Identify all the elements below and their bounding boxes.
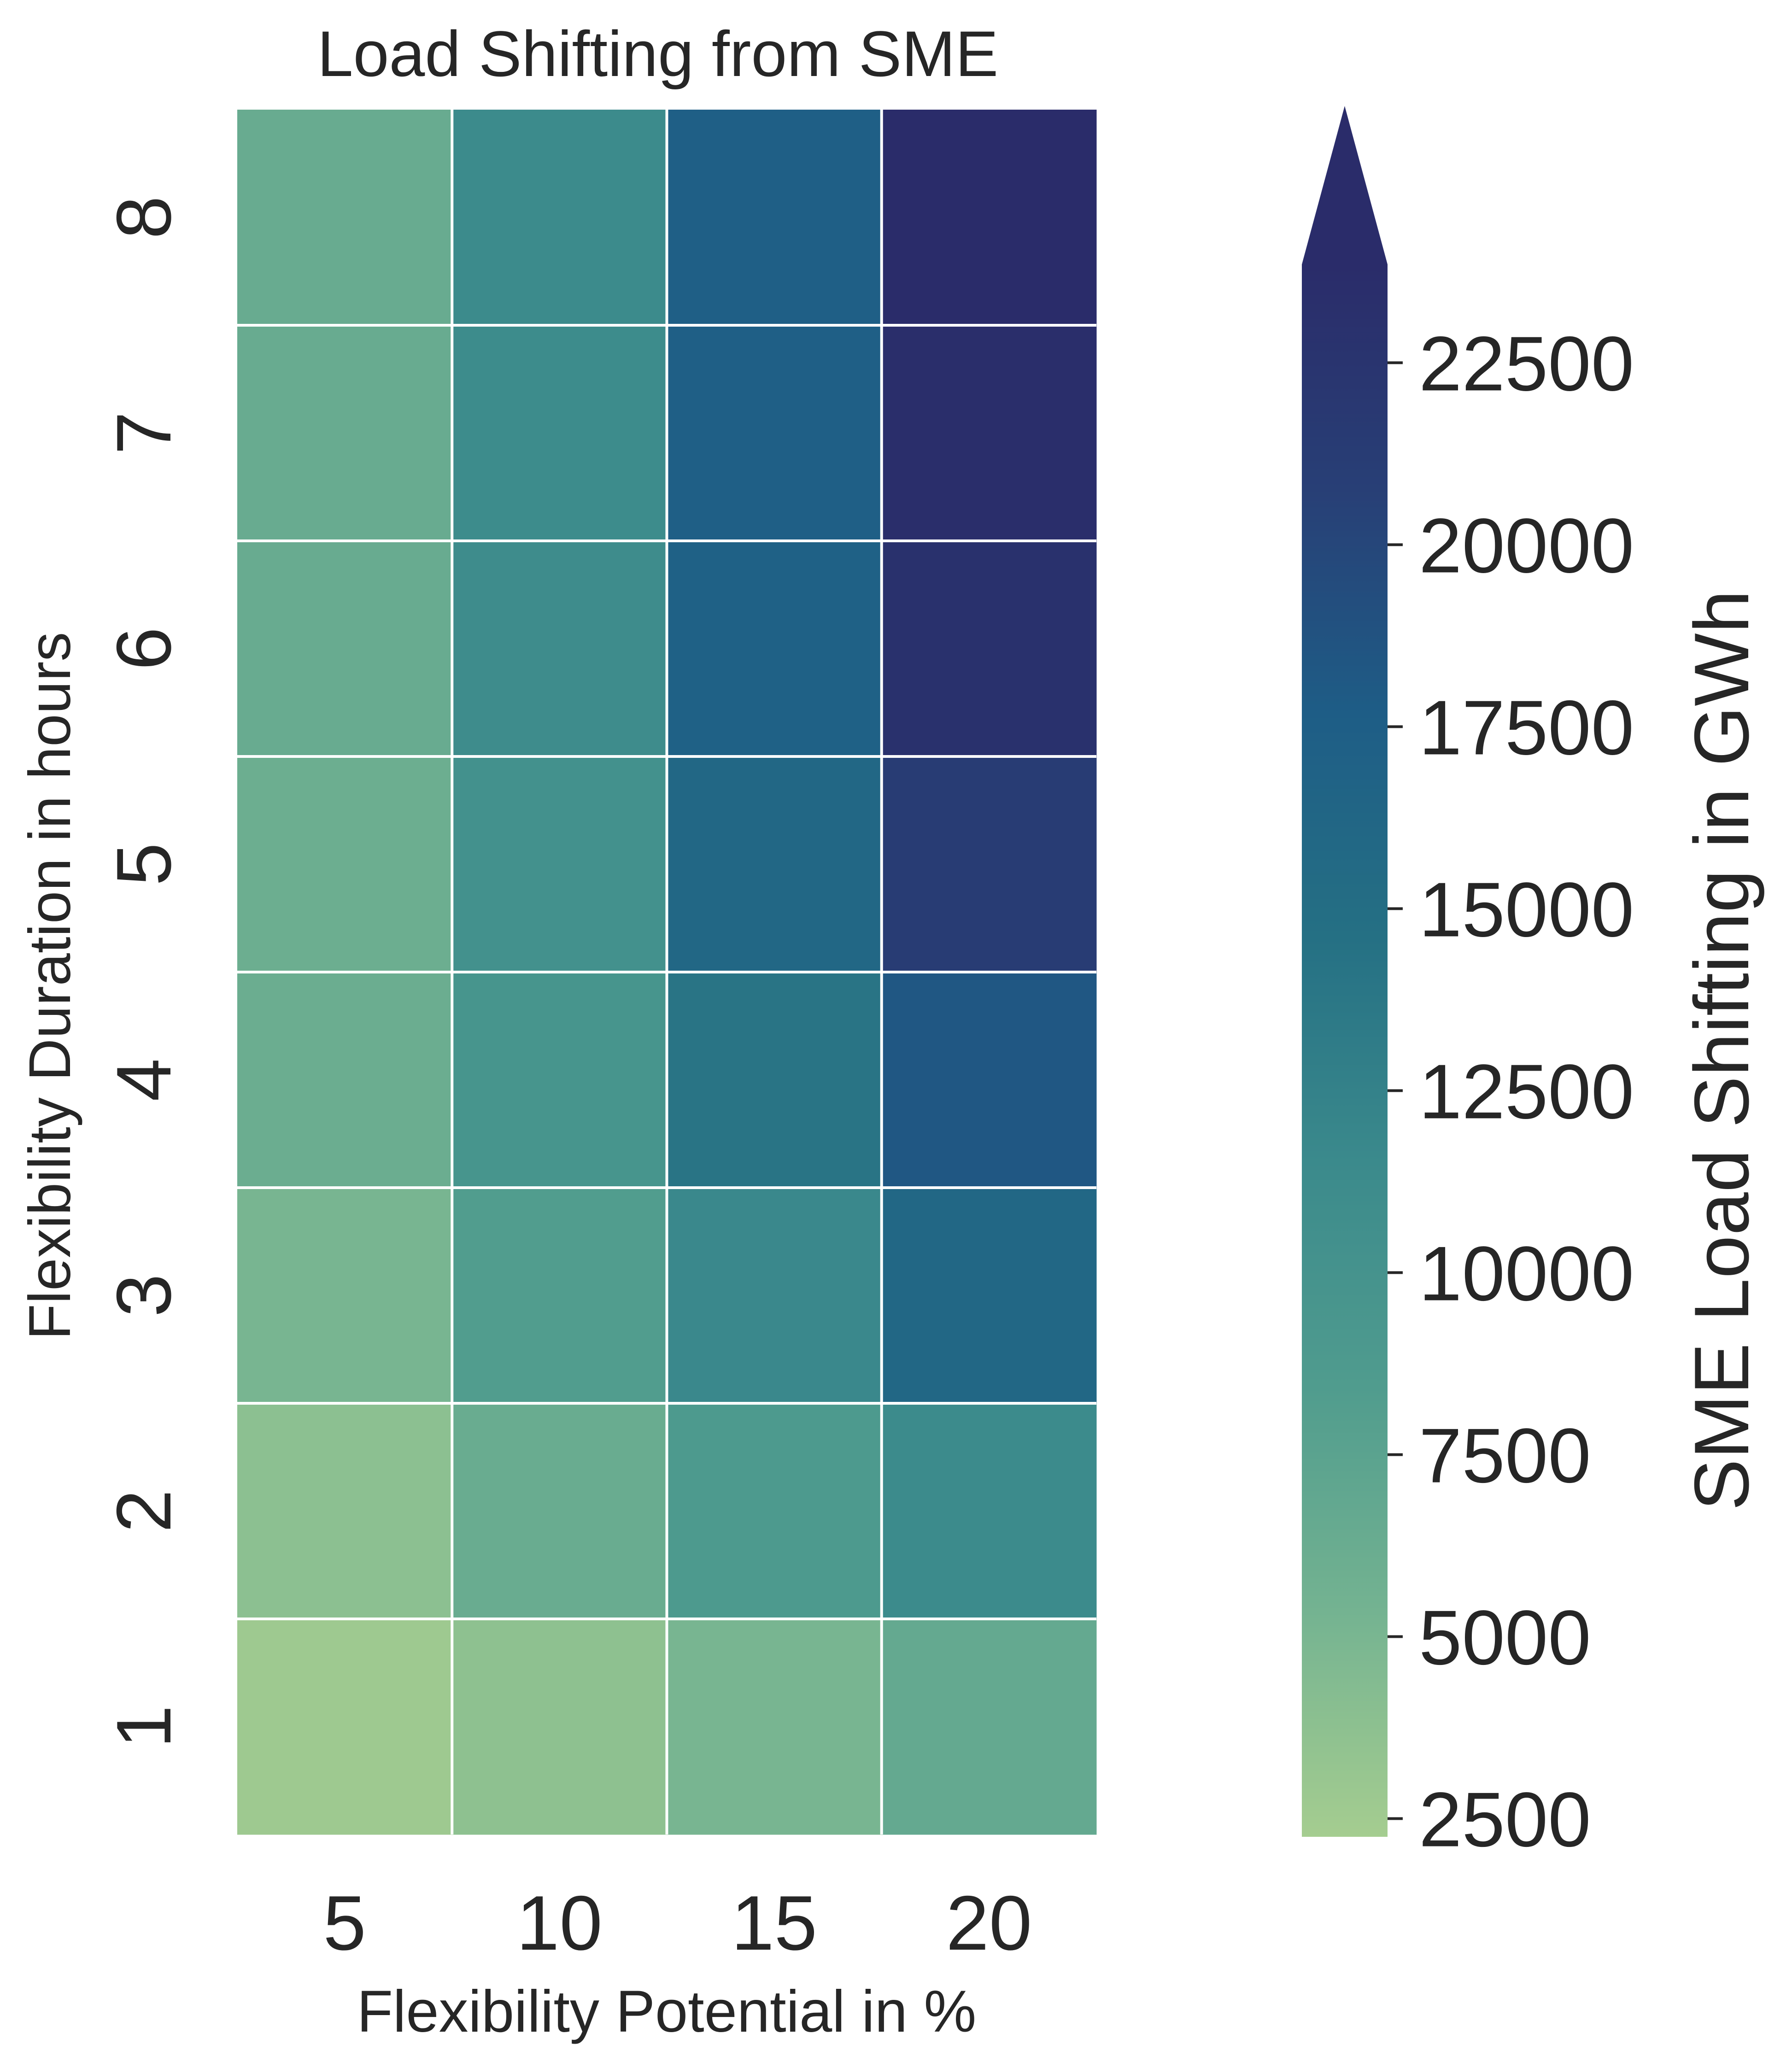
heatmap-cell [667, 541, 882, 757]
x-tick-label: 5 [323, 1880, 366, 1966]
heatmap-cell [452, 325, 667, 541]
heatmap-cell [881, 1188, 1097, 1404]
colorbar-tick-label: 7500 [1419, 1412, 1591, 1499]
heatmap-cell [452, 1619, 667, 1835]
heatmap-cell [667, 756, 882, 973]
x-tick-label: 15 [731, 1880, 817, 1966]
colorbar-extend-arrow [1302, 106, 1388, 264]
y-tick-label: 2 [100, 1489, 187, 1532]
colorbar-tick-label: 17500 [1419, 684, 1634, 771]
colorbar-gradient [1302, 264, 1388, 1837]
heatmap-cell [881, 972, 1097, 1188]
colorbar-tick-label: 10000 [1419, 1230, 1634, 1317]
heatmap-cell [452, 1403, 667, 1619]
heatmap-cell [237, 325, 452, 541]
colorbar-tick-label: 2500 [1419, 1776, 1591, 1863]
x-tick-label: 10 [516, 1880, 603, 1966]
y-tick-label: 6 [100, 627, 187, 670]
heatmap-cell [881, 756, 1097, 973]
y-tick-labels: 8 7 6 5 4 3 2 1 [100, 196, 187, 1748]
heatmap-cell [667, 1188, 882, 1404]
colorbar: 2500 5000 7500 10000 12500 15000 17500 20000 225… [1302, 106, 1634, 1863]
y-axis-label: Flexibility Duration in hours [17, 632, 83, 1340]
heatmap-cell [667, 1619, 882, 1835]
heatmap-cell [237, 972, 452, 1188]
heatmap-cell [237, 756, 452, 973]
heatmap-cell [667, 972, 882, 1188]
colorbar-ticks: 2500 5000 7500 10000 12500 15000 17500 20000 225… [1388, 320, 1634, 1863]
heatmap-cell [452, 972, 667, 1188]
colorbar-tick-label: 5000 [1419, 1594, 1591, 1681]
heatmap-cell [237, 1403, 452, 1619]
x-axis-label: Flexibility Potential in % [357, 1979, 977, 2045]
y-tick-label: 7 [100, 411, 187, 454]
chart-title: Load Shifting from SME [317, 18, 998, 90]
heatmap-cell [452, 541, 667, 757]
heatmap-cell [237, 110, 452, 326]
colorbar-tick-label: 15000 [1419, 866, 1634, 953]
y-tick-label: 8 [100, 196, 187, 239]
y-tick-label: 5 [100, 843, 187, 885]
colorbar-tick-label: 20000 [1419, 502, 1634, 589]
heatmap-cells [237, 110, 1097, 1835]
colorbar-tick-label: 22500 [1419, 320, 1634, 407]
heatmap-cell [237, 1188, 452, 1404]
heatmap-cell [452, 756, 667, 973]
heatmap-cell [881, 541, 1097, 757]
heatmap-cell [237, 541, 452, 757]
x-tick-labels: 5 10 15 20 [323, 1880, 1032, 1966]
y-tick-label: 3 [100, 1274, 187, 1317]
heatmap-cell [452, 110, 667, 326]
y-tick-label: 1 [100, 1705, 187, 1748]
heatmap-cell [237, 1619, 452, 1835]
heatmap-cell [881, 325, 1097, 541]
x-tick-label: 20 [946, 1880, 1032, 1966]
heatmap-cell [452, 1188, 667, 1404]
colorbar-tick-label: 12500 [1419, 1048, 1634, 1135]
y-tick-label: 4 [100, 1058, 187, 1101]
heatmap-cell [667, 110, 882, 326]
heatmap-cell [667, 325, 882, 541]
heatmap-cell [881, 110, 1097, 326]
heatmap-cell [667, 1403, 882, 1619]
heatmap-cell [881, 1403, 1097, 1619]
cell-separators [237, 110, 1096, 1834]
colorbar-label: SME Load Shifting in GWh [1678, 590, 1765, 1511]
heatmap-cell [881, 1619, 1097, 1835]
